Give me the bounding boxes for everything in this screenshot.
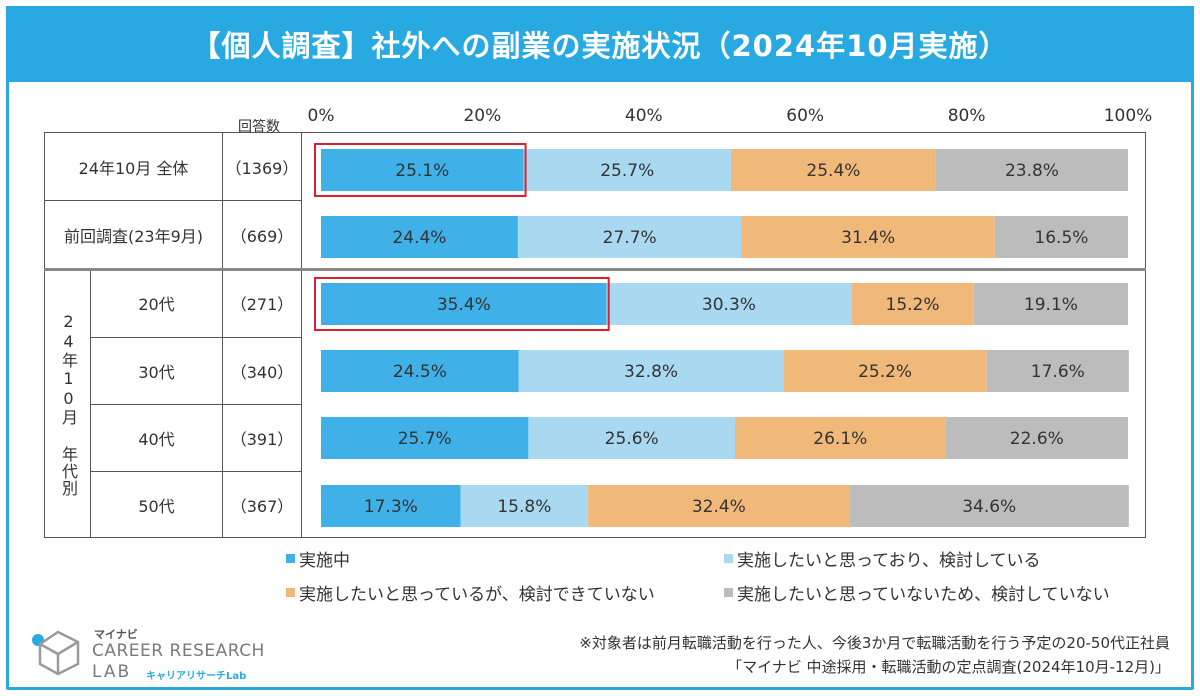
age-group-label: 24年10月 年代別 [59, 311, 78, 497]
legend-item: 実施したいと思っていないため、検討していない [724, 580, 1110, 605]
x-tick-label: 0% [307, 106, 335, 126]
logo-lab: LAB [92, 662, 132, 682]
row-label: 24年10月 全体 [78, 158, 189, 178]
divider [90, 471, 302, 472]
footnote-source: 「マイナビ 中途採用・転職活動の定点調査(2024年10月-12月)」 [727, 658, 1170, 676]
x-tick-label: 20% [463, 106, 502, 126]
x-tick-label: 80% [947, 106, 986, 126]
group-divider [44, 268, 1146, 271]
chart-table [44, 132, 1146, 538]
logo-kana: キャリアリサーチLab [146, 671, 247, 682]
divider [222, 132, 223, 538]
row-label: 40代 [138, 430, 175, 449]
legend-item: 実施したいと思っているが、検討できていない [286, 580, 655, 605]
legend-label: 実施したいと思っているが、検討できていない [299, 585, 655, 605]
x-tick-label: 60% [786, 106, 825, 126]
count-column-header: 回答数 [238, 119, 280, 135]
legend-swatch [724, 554, 733, 563]
row-count: （1369） [225, 158, 299, 178]
logo-brand: マイナビ [94, 628, 138, 641]
legend-swatch [286, 588, 295, 597]
career-research-lab-logo-icon [32, 630, 80, 676]
row-label: 30代 [138, 363, 175, 382]
row-label: 前回調査(23年9月) [63, 226, 204, 246]
row-count: （367） [230, 497, 294, 516]
legend-item: 実施中 [286, 546, 350, 571]
row-count: （669） [230, 226, 294, 246]
chart-title: 【個人調査】社外への副業の実施状況（2024年10月実施） [191, 29, 1009, 63]
legend-label: 実施中 [299, 551, 350, 571]
legend-swatch [724, 588, 733, 597]
row-count: （271） [230, 295, 294, 314]
legend-swatch [286, 554, 295, 563]
legend-item: 実施したいと思っており、検討している [724, 546, 1040, 571]
footnote-target: ※対象者は前月転職活動を行った人、今後3か月で転職活動を行う予定の20-50代正… [579, 634, 1170, 652]
row-count: （391） [230, 430, 294, 449]
row-label: 50代 [138, 497, 175, 516]
legend-label: 実施したいと思っており、検討している [737, 551, 1041, 571]
divider [44, 200, 302, 201]
legend-label: 実施したいと思っていないため、検討していない [737, 585, 1110, 605]
x-tick-label: 100% [1103, 106, 1153, 126]
divider [301, 132, 302, 538]
divider [90, 404, 302, 405]
x-tick-label: 40% [624, 106, 663, 126]
title-bar: 【個人調査】社外への副業の実施状況（2024年10月実施） [6, 6, 1194, 82]
row-count: （340） [230, 363, 294, 382]
logo-name: CAREER RESEARCH [92, 641, 265, 661]
row-label: 20代 [138, 295, 175, 314]
chart-frame [6, 6, 1194, 690]
divider [90, 337, 302, 338]
